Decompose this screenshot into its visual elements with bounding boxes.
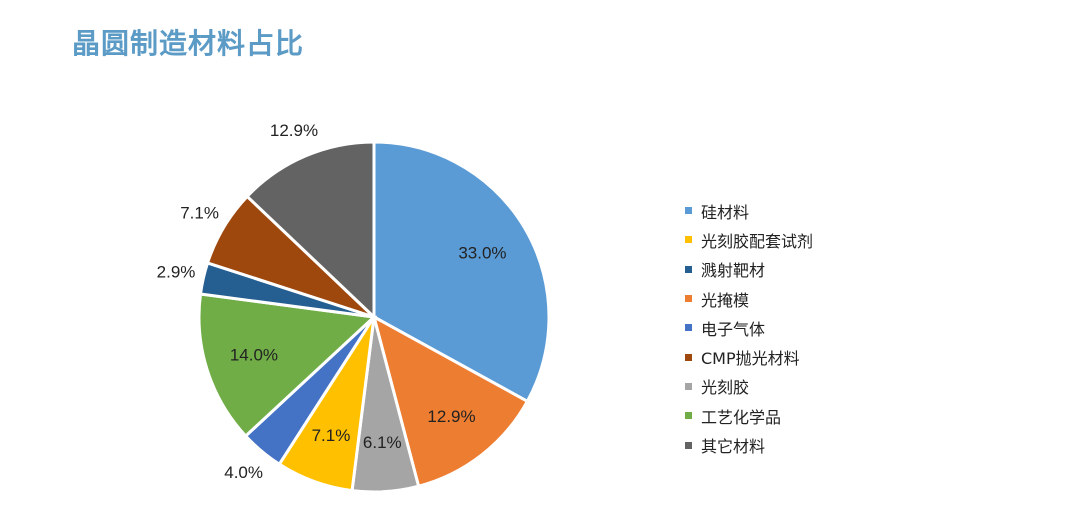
pie-slice-6: [197, 292, 378, 439]
slice-label-9: 12.9%: [270, 121, 318, 140]
chart-legend: 硅材料光刻胶配套试剂 溅射靶材光掩模电子气体 CMP抛光材料 光刻胶工艺化学品其它材料: [685, 196, 813, 460]
legend-item-6: CMP抛光材料: [685, 342, 813, 371]
legend-label: 光掩模: [701, 290, 750, 310]
legend-item-3: 溅射靶材: [685, 255, 813, 284]
legend-swatch: [685, 441, 692, 449]
legend-label: 工艺化学品: [701, 407, 782, 427]
slice-label-6: 14.0%: [230, 346, 278, 365]
legend-swatch: [685, 265, 692, 273]
legend-label: 其它材料: [701, 437, 766, 457]
pie-slice-1: [372, 140, 551, 404]
legend-item-9: 其它材料: [685, 430, 813, 459]
slice-label-2: 12.9%: [427, 407, 475, 426]
legend-item-2: 光刻胶配套试剂: [685, 225, 813, 254]
slice-label-7: 2.9%: [157, 263, 196, 282]
legend-swatch: [685, 236, 692, 244]
legend-swatch: [685, 412, 692, 420]
pie-slices: [197, 140, 551, 494]
slice-label-1: 33.0%: [458, 243, 506, 262]
legend-swatch: [685, 382, 692, 390]
slice-label-8: 7.1%: [180, 204, 219, 223]
legend-item-7: 光刻胶: [685, 372, 813, 401]
legend-swatch: [685, 353, 692, 361]
legend-item-1: 硅材料: [685, 196, 813, 225]
legend-swatch: [685, 295, 692, 303]
page-title: 晶圆制造材料占比: [72, 27, 305, 60]
pie-slice-2: [371, 314, 530, 489]
legend-swatch: [685, 207, 692, 215]
legend-label: 光刻胶配套试剂: [701, 231, 814, 251]
legend-label: 光刻胶: [701, 378, 750, 398]
pie-labels: 33.0% 12.9% 6.1% 7.1% 4.0% 14.0% 2.9% 7.1% 12.9%: [157, 121, 507, 482]
slice-label-5: 4.0%: [224, 463, 263, 482]
slice-label-4: 7.1%: [312, 426, 351, 445]
legend-item-5: 电子气体: [685, 313, 813, 342]
legend-label: 硅材料: [701, 202, 750, 222]
legend-label: CMP抛光材料: [701, 349, 800, 369]
legend-item-8: 工艺化学品: [685, 401, 813, 430]
slice-label-3: 6.1%: [363, 433, 402, 452]
pie-slice-9: [245, 140, 376, 321]
legend-item-4: 光掩模: [685, 284, 813, 313]
legend-swatch: [685, 324, 692, 332]
legend-label: 电子气体: [701, 319, 766, 339]
legend-label: 溅射靶材: [701, 261, 766, 281]
